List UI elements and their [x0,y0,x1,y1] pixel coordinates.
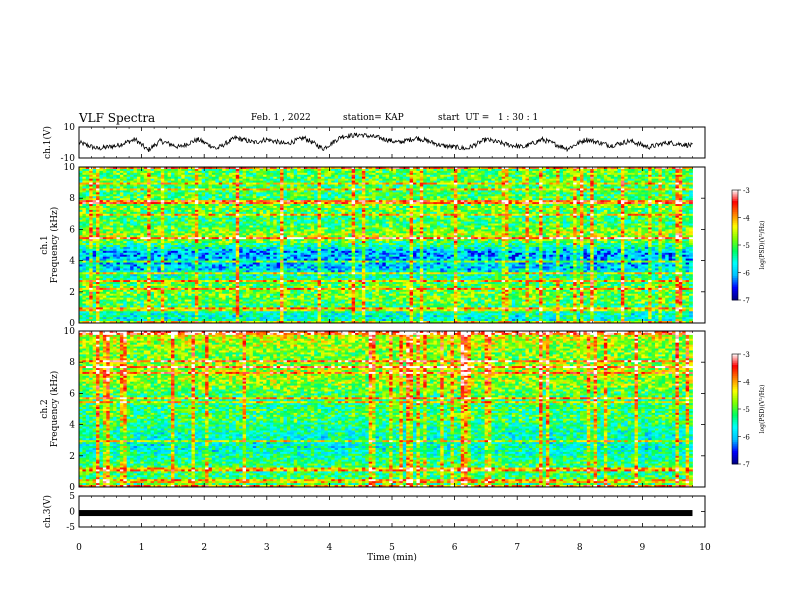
axis-label-line: ch.1(V) [42,126,53,159]
ch1-spectrogram-cells [79,167,693,323]
y-tick-label: 10 [64,123,76,133]
ch1-waveform-frame [79,127,705,158]
ch1-waveform-ylabel: ch.1(V) [42,126,53,159]
ch1-waveform-line [79,133,693,152]
